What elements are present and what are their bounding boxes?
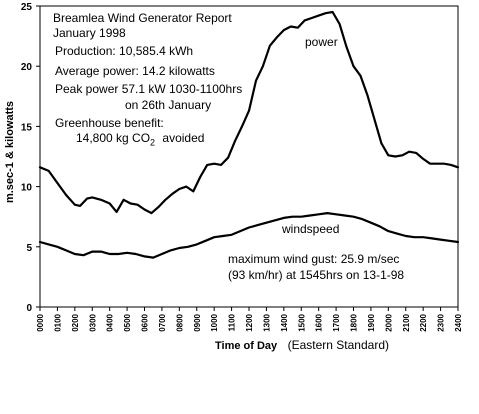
x-tick-label: 1300 bbox=[262, 313, 271, 331]
x-axis: 0000 0100 0200 0300 0400 0500 0600 0700 0800 0900… bbox=[36, 307, 463, 332]
x-tick-label: 1600 bbox=[315, 313, 324, 331]
x-tick-label: 0900 bbox=[193, 313, 202, 331]
x-tick-label: 0600 bbox=[141, 313, 150, 331]
y-tick-label: 25 bbox=[21, 2, 33, 13]
x-tick-label: 0300 bbox=[88, 313, 97, 331]
greenhouse-label: Greenhouse benefit: bbox=[55, 116, 164, 130]
x-tick-label: 1500 bbox=[297, 313, 306, 331]
x-tick-label: 2200 bbox=[419, 313, 428, 331]
average-power-stat: Average power: 14.2 kilowatts bbox=[55, 64, 215, 78]
max-gust-line1: maximum wind gust: 25.9 m/sec bbox=[228, 252, 400, 266]
greenhouse-amount: 14,800 kg CO bbox=[76, 131, 151, 145]
y-tick-label: 15 bbox=[21, 122, 33, 133]
x-tick-label: 0200 bbox=[71, 313, 80, 331]
x-tick-label: 1700 bbox=[332, 313, 341, 331]
peak-power-stat: Peak power 57.1 kW 1030-1100hrs bbox=[55, 82, 243, 96]
series-line-power bbox=[38, 10, 460, 215]
x-tick-label: 0400 bbox=[106, 313, 115, 331]
greenhouse-value: 14,800 kg CO2 avoided bbox=[76, 131, 204, 149]
y-tick-label: 5 bbox=[26, 243, 32, 254]
y-tick-label: 10 bbox=[21, 183, 33, 194]
y-axis: 0 5 10 15 20 25 bbox=[21, 2, 40, 314]
series-label-power: power bbox=[305, 35, 338, 49]
x-tick-label: 1900 bbox=[367, 313, 376, 331]
x-tick-label: 0000 bbox=[36, 313, 45, 331]
greenhouse-subscript: 2 bbox=[150, 137, 156, 148]
production-stat: Production: 10,585.4 kWh bbox=[55, 44, 194, 58]
x-tick-label: 1800 bbox=[350, 313, 359, 331]
max-gust-line2: (93 km/hr) at 1545hrs on 13-1-98 bbox=[228, 268, 405, 282]
report-period: January 1998 bbox=[53, 26, 126, 40]
x-tick-label: 1000 bbox=[210, 313, 219, 331]
x-tick-label: 2000 bbox=[384, 313, 393, 331]
x-tick-label: 0800 bbox=[175, 313, 184, 331]
x-tick-label: 0700 bbox=[158, 313, 167, 331]
x-tick-label: 2400 bbox=[454, 313, 463, 331]
x-axis-note: (Eastern Standard) bbox=[288, 338, 389, 352]
greenhouse-suffix: avoided bbox=[162, 131, 205, 145]
x-tick-label: 0500 bbox=[123, 313, 132, 331]
x-tick-label: 1100 bbox=[228, 313, 237, 331]
y-tick-label: 20 bbox=[21, 62, 33, 73]
series-layer bbox=[38, 10, 460, 259]
x-tick-label: 0100 bbox=[53, 313, 62, 331]
y-axis-title: m.sec-1 & kilowatts bbox=[4, 101, 16, 203]
series-label-windspeed: windspeed bbox=[281, 222, 339, 236]
peak-power-date: on 26th January bbox=[125, 98, 212, 112]
x-axis-title: Time of Day (Eastern Standard) bbox=[215, 336, 389, 353]
x-axis-label: Time of Day bbox=[215, 340, 278, 352]
x-tick-label: 2300 bbox=[437, 313, 446, 331]
x-tick-label: 1200 bbox=[245, 313, 254, 331]
x-tick-label: 2100 bbox=[402, 313, 411, 331]
series-line-windspeed bbox=[38, 212, 460, 259]
y-tick-label: 0 bbox=[26, 303, 32, 314]
x-tick-label: 1400 bbox=[280, 313, 289, 331]
report-title: Breamlea Wind Generator Report bbox=[53, 11, 232, 25]
